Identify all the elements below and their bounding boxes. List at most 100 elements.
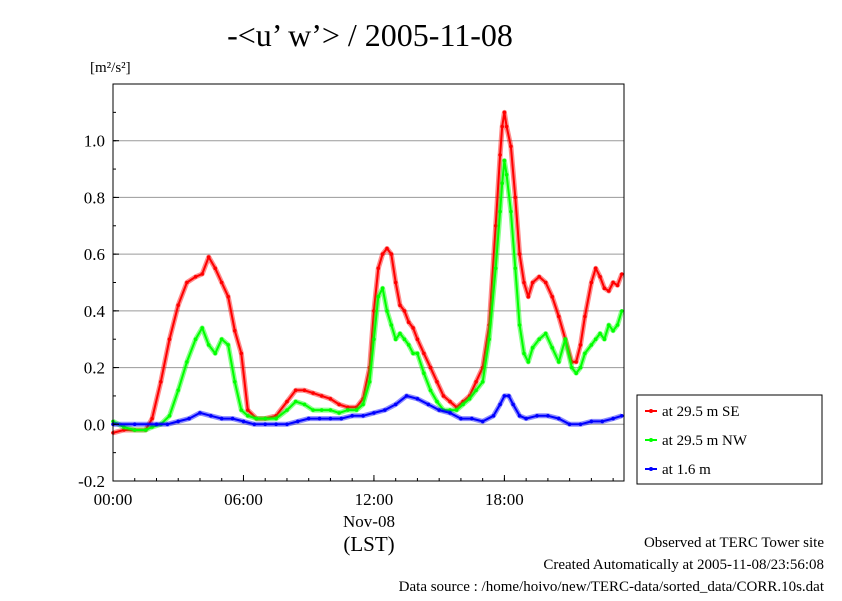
x-axis-unit-label: (LST) [343, 532, 394, 556]
chart-title: -<u’ w’> / 2005-11-08 [227, 17, 513, 53]
data-point [254, 416, 259, 421]
data-point [500, 181, 505, 185]
data-point [252, 422, 257, 427]
data-point [339, 416, 344, 421]
data-point [563, 337, 568, 342]
data-point [246, 408, 250, 412]
data-point [550, 294, 554, 299]
data-point [557, 416, 561, 421]
data-point [567, 422, 572, 427]
data-point [535, 414, 539, 418]
data-point [206, 255, 211, 259]
data-point [598, 275, 602, 279]
data-point [435, 399, 439, 404]
data-point [517, 252, 522, 256]
y-tick-label: 0.0 [84, 415, 105, 434]
data-point [372, 309, 376, 313]
data-point [311, 391, 315, 395]
data-point [415, 351, 420, 356]
data-point [193, 337, 198, 342]
data-point [502, 394, 507, 398]
data-point [213, 351, 217, 356]
data-point [607, 323, 611, 327]
data-point [176, 303, 180, 308]
legend-label: at 1.6 m [662, 462, 711, 478]
data-point [415, 397, 420, 401]
x-ticks: 00:00 06:00 12:00 18:00 [94, 475, 614, 509]
data-point [507, 394, 511, 398]
data-point [404, 394, 409, 398]
data-point [593, 266, 598, 271]
data-point [493, 224, 498, 228]
data-point [620, 309, 624, 313]
data-point [328, 397, 333, 401]
data-point [346, 405, 350, 410]
data-point [522, 351, 526, 356]
data-point [557, 360, 561, 364]
y-tick-label: 0.4 [84, 302, 106, 321]
data-point [611, 280, 615, 285]
x-axis-date-label: Nov-08 [343, 512, 395, 531]
data-point [319, 394, 324, 398]
data-point [543, 331, 548, 336]
data-point [578, 343, 583, 347]
data-point [263, 416, 268, 421]
data-point [165, 422, 170, 427]
data-point [550, 345, 554, 350]
data-point [426, 402, 431, 407]
data-point [385, 309, 389, 313]
data-point [509, 144, 513, 149]
data-point [285, 399, 289, 404]
data-point [302, 388, 307, 393]
data-point [274, 422, 278, 427]
data-point [435, 380, 439, 384]
footer-created: Created Automatically at 2005-11-08/23:5… [543, 557, 824, 573]
data-point [380, 252, 385, 256]
data-point [383, 408, 387, 412]
data-point [393, 402, 398, 407]
data-point [230, 416, 235, 421]
data-point [122, 425, 126, 429]
data-point [154, 422, 159, 427]
data-point [372, 411, 376, 415]
data-point [293, 399, 298, 404]
data-point [589, 280, 594, 285]
data-point [132, 422, 137, 427]
data-point [537, 275, 541, 279]
data-point [502, 110, 507, 115]
data-point [200, 326, 204, 330]
data-point [185, 360, 189, 364]
data-point [493, 266, 498, 271]
data-point [498, 209, 502, 214]
data-point [593, 337, 598, 342]
data-point [241, 419, 246, 424]
data-point [524, 416, 528, 421]
data-point [448, 408, 452, 412]
data-point [546, 414, 550, 418]
legend-marker [649, 467, 653, 471]
data-point [480, 419, 485, 424]
footer-site: Observed at TERC Tower site [643, 535, 824, 551]
data-point [602, 286, 607, 291]
data-point [219, 337, 224, 342]
data-point [530, 280, 535, 285]
data-point [285, 422, 289, 427]
data-point [274, 416, 278, 421]
data-point [219, 280, 224, 285]
data-point [487, 337, 492, 342]
y-tick-label: 0.2 [84, 359, 105, 378]
data-point [557, 314, 561, 319]
data-point [306, 416, 311, 421]
data-point [530, 345, 535, 350]
data-point [415, 337, 420, 342]
data-point [346, 408, 350, 412]
footer-source: Data source : /home/hoivo/new/TERC-data/… [398, 579, 824, 595]
data-point [226, 343, 230, 347]
grid [113, 140, 624, 482]
x-tick-label: 18:00 [485, 490, 524, 509]
data-point [302, 402, 307, 407]
data-point [448, 411, 452, 415]
y-ticks: -0.2 0.0 0.2 0.4 0.6 0.8 1.0 [78, 83, 119, 491]
data-point [206, 343, 211, 347]
